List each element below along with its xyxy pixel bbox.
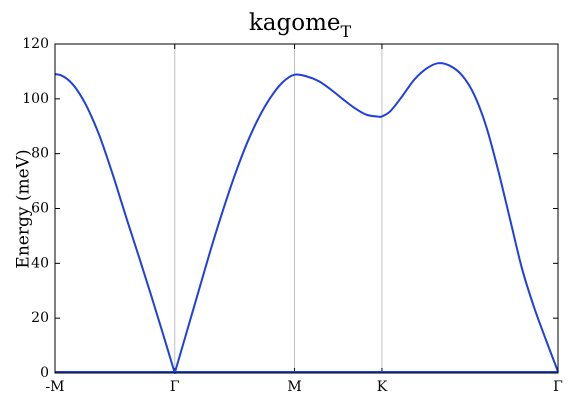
y-tick-label: 20: [31, 310, 49, 326]
y-tick-label: 80: [31, 146, 49, 162]
chart-title: kagomeT: [249, 10, 352, 41]
x-tick-label: M: [287, 379, 301, 395]
x-tick-label: -M: [45, 379, 64, 395]
vertical-lines: [174, 44, 383, 373]
tick-labels: 0 20 40 60 80 100 120 -M Γ M K Γ: [22, 36, 563, 395]
chart-title-main: kagome: [249, 10, 341, 36]
y-tick-label: 40: [31, 255, 49, 271]
y-tick-label: 0: [40, 365, 49, 381]
y-axis-label: Energy (meV): [14, 149, 34, 268]
x-tick-label: Γ: [553, 379, 563, 395]
x-tick-label: K: [377, 379, 388, 395]
x-tick-label: Γ: [170, 379, 180, 395]
series-line: [54, 62, 559, 374]
y-tick-label: 120: [22, 36, 49, 52]
chart-title-subscript: T: [340, 22, 351, 41]
y-tick-label: 60: [31, 201, 49, 217]
series-lines: [54, 62, 559, 374]
plot-frame: [54, 43, 559, 374]
y-tick-label: 100: [22, 91, 49, 107]
